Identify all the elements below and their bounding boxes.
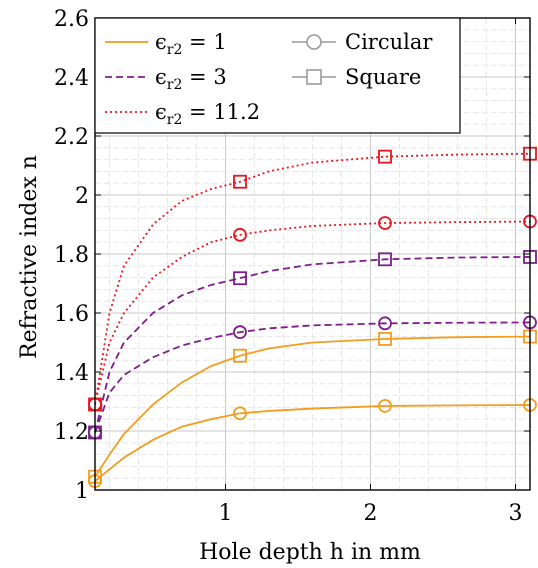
y-tick-label: 1.2 <box>54 420 89 445</box>
square-marker <box>379 151 391 163</box>
x-tick-label: 3 <box>509 501 523 526</box>
legend-label: ϵr2 = 3 <box>155 65 227 93</box>
legend-label: Circular <box>345 30 433 54</box>
legend-label: ϵr2 = 1 <box>155 30 227 58</box>
y-tick-label: 2 <box>75 184 89 209</box>
y-tick-label: 2.6 <box>54 7 89 32</box>
y-tick-label: 2.2 <box>54 125 89 150</box>
x-tick-label: 1 <box>219 501 233 526</box>
y-axis-title: Refractive index n <box>17 155 42 359</box>
square-marker <box>234 272 246 284</box>
x-axis-title: Hole depth h in mm <box>199 540 421 565</box>
square-marker-icon <box>307 70 321 84</box>
y-tick-label: 2.4 <box>54 66 89 91</box>
y-tick-label: 1 <box>75 479 89 504</box>
legend-label: Square <box>345 65 421 89</box>
y-tick-label: 1.8 <box>54 243 89 268</box>
y-tick-label: 1.6 <box>54 302 89 327</box>
y-tick-label: 1.4 <box>54 361 89 386</box>
x-tick-label: 2 <box>364 501 378 526</box>
circle-marker-icon <box>307 35 321 49</box>
